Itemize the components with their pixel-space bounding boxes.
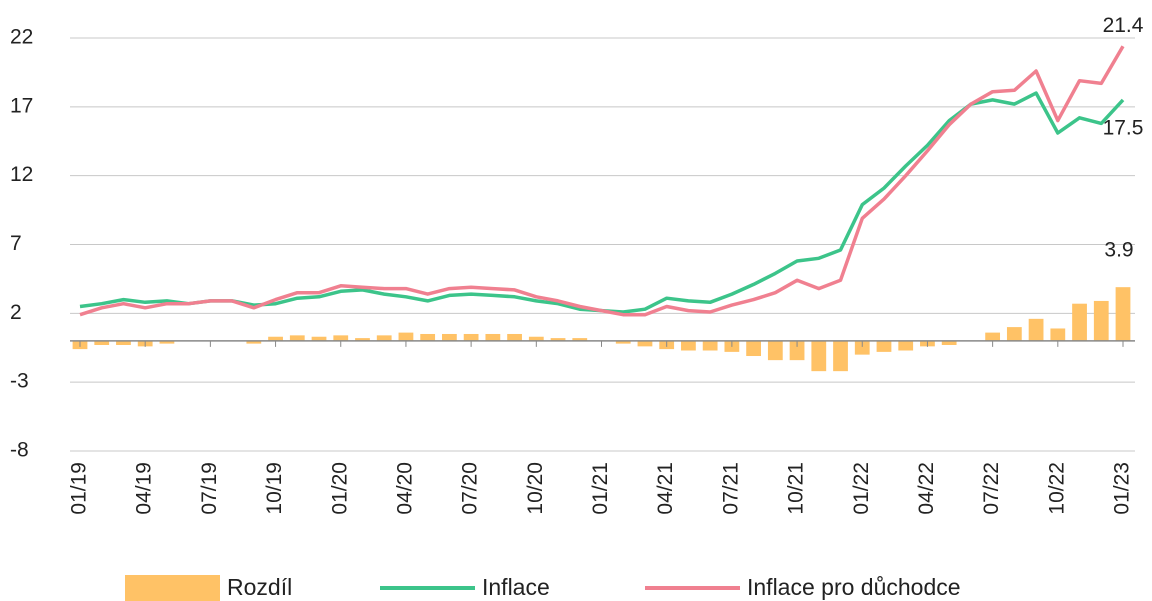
legend-item: Rozdíl	[125, 574, 292, 601]
data-label: 17.5	[1103, 116, 1144, 139]
bar	[941, 340, 957, 345]
bar	[615, 340, 631, 344]
y-tick-label: 2	[10, 301, 22, 324]
bar	[572, 338, 588, 341]
bar	[528, 336, 544, 341]
x-tick-label: 01/23	[1111, 462, 1134, 515]
y-tick-label: 22	[10, 26, 33, 49]
bar	[398, 332, 414, 341]
legend-item: Inflace	[380, 574, 550, 600]
bar	[854, 340, 870, 355]
y-tick-label: -8	[10, 439, 29, 462]
x-tick-label: 04/22	[915, 462, 938, 515]
x-tick-label: 07/21	[719, 462, 742, 515]
bar	[1006, 327, 1022, 341]
bar	[681, 340, 696, 351]
y-tick-label: -3	[10, 370, 29, 393]
y-tick-label: 7	[10, 232, 22, 255]
x-tick-label: 04/19	[133, 462, 156, 515]
bar	[507, 333, 522, 341]
y-tick-label: 17	[10, 94, 33, 117]
bar	[289, 335, 305, 341]
x-tick-label: 01/19	[68, 462, 91, 515]
x-tick-label: 01/22	[850, 462, 873, 515]
bar	[268, 336, 283, 341]
line	[79, 45, 1125, 317]
legend-item: Inflace pro důchodce	[645, 574, 961, 600]
bar	[420, 333, 436, 341]
bar	[811, 340, 827, 372]
bar	[463, 333, 479, 341]
bar	[376, 335, 392, 341]
x-tick-label: 10/19	[263, 462, 286, 515]
legend-swatch	[125, 575, 220, 601]
bar	[1072, 303, 1087, 341]
bar	[985, 332, 1001, 341]
bar	[159, 340, 175, 344]
bar	[833, 340, 848, 372]
bar	[1115, 287, 1131, 341]
bar	[550, 338, 566, 341]
bar	[637, 340, 653, 347]
x-tick-label: 04/21	[654, 462, 677, 515]
bar	[116, 340, 131, 345]
bar	[246, 340, 262, 344]
x-tick-label: 10/22	[1045, 462, 1068, 515]
x-tick-label: 01/21	[589, 462, 612, 515]
bar	[702, 340, 718, 351]
legend-label: Rozdíl	[227, 574, 292, 600]
bar	[876, 340, 892, 352]
bar	[767, 340, 783, 361]
bar	[1028, 318, 1044, 341]
x-tick-label: 04/20	[393, 462, 416, 515]
x-tick-label: 10/20	[524, 462, 547, 515]
bar	[485, 333, 501, 341]
bar	[789, 340, 805, 361]
data-label: 21.4	[1103, 14, 1144, 37]
bar	[1093, 300, 1109, 341]
bar	[94, 340, 110, 345]
x-tick-label: 07/20	[459, 462, 482, 515]
legend-label: Inflace	[482, 574, 550, 600]
x-tick-label: 07/22	[980, 462, 1003, 515]
bar	[311, 336, 327, 341]
data-label: 3.9	[1104, 239, 1133, 262]
x-tick-label: 10/21	[785, 462, 808, 515]
bar	[898, 340, 914, 351]
legend-label: Inflace pro důchodce	[747, 574, 961, 600]
x-tick-label: 01/20	[328, 462, 351, 515]
bar	[355, 338, 370, 341]
bar	[442, 333, 457, 341]
y-tick-label: 12	[10, 163, 33, 186]
bar	[333, 335, 349, 341]
bar	[746, 340, 761, 357]
bar	[1050, 328, 1066, 341]
line	[79, 91, 1125, 314]
x-tick-label: 07/19	[198, 462, 221, 515]
